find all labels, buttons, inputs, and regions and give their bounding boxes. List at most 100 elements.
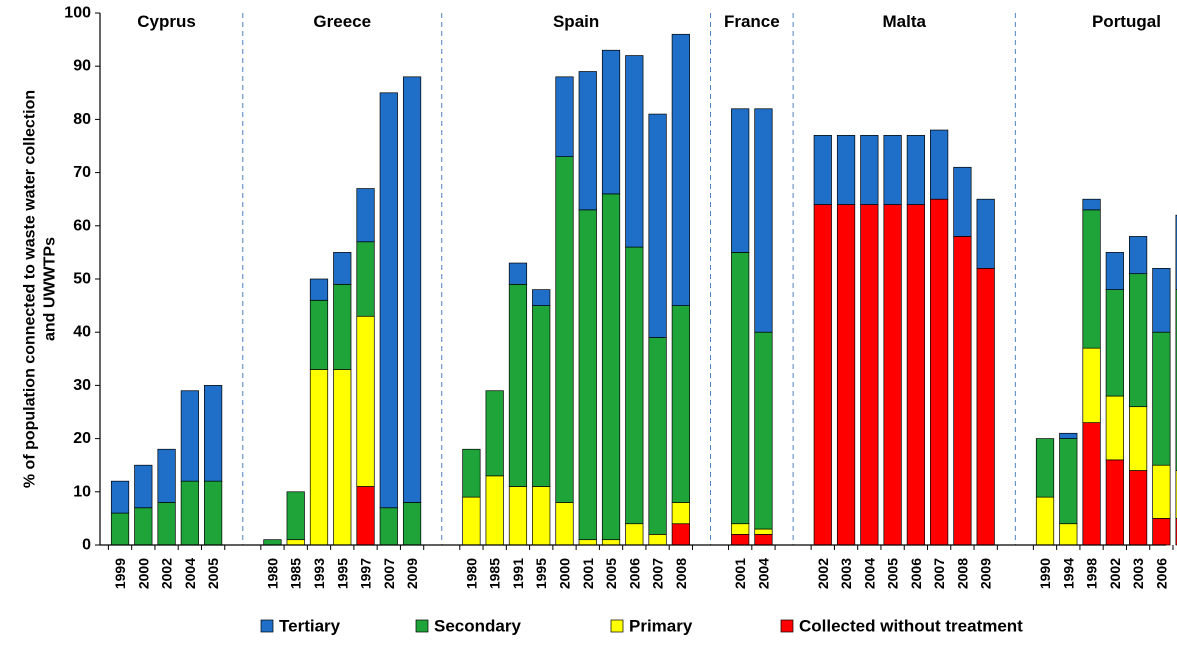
- bar-segment-secondary: [731, 252, 749, 523]
- bar-segment-tertiary: [954, 167, 972, 236]
- bar-segment-collected: [977, 268, 995, 545]
- country-label: France: [724, 12, 780, 31]
- bar-segment-secondary: [626, 247, 644, 524]
- bar-segment-primary: [731, 524, 749, 535]
- bar-segment-tertiary: [626, 56, 644, 248]
- bar-segment-tertiary: [111, 481, 129, 513]
- x-tick-label: 1985: [487, 558, 503, 589]
- bar-segment-primary: [532, 486, 550, 545]
- bar-segment-secondary: [1153, 332, 1171, 465]
- bar-segment-primary: [1153, 465, 1171, 518]
- bar-segment-tertiary: [158, 449, 176, 502]
- bar-segment-collected: [814, 205, 832, 545]
- x-tick-label: 2004: [861, 558, 877, 589]
- country-label: Portugal: [1092, 12, 1161, 31]
- country-label: Cyprus: [137, 12, 196, 31]
- bar-segment-tertiary: [1106, 252, 1124, 289]
- y-tick-label: 100: [64, 5, 91, 22]
- bar-segment-tertiary: [602, 50, 620, 194]
- x-tick-label: 1994: [1060, 558, 1076, 589]
- x-tick-label: 2008: [954, 558, 970, 589]
- bar-segment-collected: [1129, 471, 1147, 545]
- bar-segment-tertiary: [837, 135, 855, 204]
- bar-segment-collected: [837, 205, 855, 545]
- y-tick-label: 30: [73, 377, 91, 394]
- bar-segment-secondary: [672, 306, 690, 503]
- bar-segment-secondary: [310, 300, 328, 369]
- bar-segment-primary: [1036, 497, 1054, 545]
- x-tick-label: 2006: [1153, 558, 1169, 589]
- bar-segment-tertiary: [884, 135, 902, 204]
- x-tick-label: 2005: [205, 558, 221, 589]
- bar-segment-tertiary: [977, 199, 995, 268]
- bar-segment-tertiary: [509, 263, 527, 284]
- bar-segment-secondary: [509, 284, 527, 486]
- bar-segment-secondary: [463, 449, 481, 497]
- bar-segment-secondary: [556, 157, 574, 503]
- bar-segment-primary: [357, 316, 375, 486]
- y-axis-label: % of population connected to waste water…: [22, 90, 59, 488]
- country-label: Greece: [313, 12, 371, 31]
- bar-segment-primary: [1060, 524, 1078, 545]
- bar-segment-primary: [310, 369, 328, 545]
- bar-segment-primary: [755, 529, 773, 534]
- x-tick-label: 2002: [815, 558, 831, 589]
- bar-segment-tertiary: [814, 135, 832, 204]
- bar-segment-tertiary: [649, 114, 667, 337]
- bar-segment-primary: [334, 369, 352, 545]
- bar-segment-secondary: [287, 492, 305, 540]
- bar-segment-primary: [556, 502, 574, 545]
- x-tick-label: 2009: [404, 558, 420, 589]
- x-tick-label: 2008: [673, 558, 689, 589]
- bar-segment-secondary: [1060, 439, 1078, 524]
- bar-segment-tertiary: [1153, 268, 1171, 332]
- y-tick-label: 70: [73, 164, 91, 181]
- bar-segment-primary: [649, 534, 667, 545]
- y-tick-label: 40: [73, 324, 91, 341]
- bar-segment-tertiary: [1083, 199, 1101, 210]
- bar-segment-collected: [1153, 518, 1171, 545]
- x-tick-label: 2004: [755, 558, 771, 589]
- x-tick-label: 2002: [159, 558, 175, 589]
- bar-segment-secondary: [135, 508, 153, 545]
- bar-segment-collected: [755, 534, 773, 545]
- x-tick-label: 1980: [264, 558, 280, 589]
- bar-segment-collected: [731, 534, 749, 545]
- legend-label-primary: Primary: [629, 617, 693, 636]
- bar-segment-tertiary: [1129, 236, 1147, 273]
- y-axis-label-line: and UWWTPs: [42, 237, 59, 341]
- legend-swatch-secondary: [416, 620, 428, 632]
- bar-segment-primary: [602, 540, 620, 545]
- bar-segment-primary: [509, 486, 527, 545]
- x-tick-label: 1999: [112, 558, 128, 589]
- bar-segment-secondary: [158, 502, 176, 545]
- legend-swatch-tertiary: [261, 620, 273, 632]
- x-tick-label: 2009: [978, 558, 994, 589]
- x-tick-label: 2003: [1130, 558, 1146, 589]
- bar-segment-tertiary: [204, 385, 222, 481]
- bar-segment-primary: [626, 524, 644, 545]
- bar-segment-primary: [287, 540, 305, 545]
- y-tick-label: 20: [73, 430, 91, 447]
- bar-segment-secondary: [181, 481, 199, 545]
- bar-segment-tertiary: [731, 109, 749, 253]
- x-tick-label: 2004: [182, 558, 198, 589]
- bar-segment-secondary: [532, 306, 550, 487]
- bar-segment-collected: [954, 236, 972, 545]
- bar-segment-tertiary: [532, 290, 550, 306]
- legend-swatch-collected: [781, 620, 793, 632]
- x-tick-label: 2005: [885, 558, 901, 589]
- bar-segment-tertiary: [181, 391, 199, 481]
- bar-segment-tertiary: [579, 72, 597, 210]
- x-tick-label: 2001: [732, 558, 748, 589]
- bar-segment-secondary: [486, 391, 504, 476]
- x-tick-label: 2007: [650, 558, 666, 589]
- bar-segment-tertiary: [755, 109, 773, 332]
- y-tick-label: 60: [73, 217, 91, 234]
- y-axis-label-line: % of population connected to waste water…: [22, 90, 39, 488]
- bar-segment-secondary: [649, 338, 667, 535]
- bar-segment-primary: [1106, 396, 1124, 460]
- y-tick-label: 50: [73, 271, 91, 288]
